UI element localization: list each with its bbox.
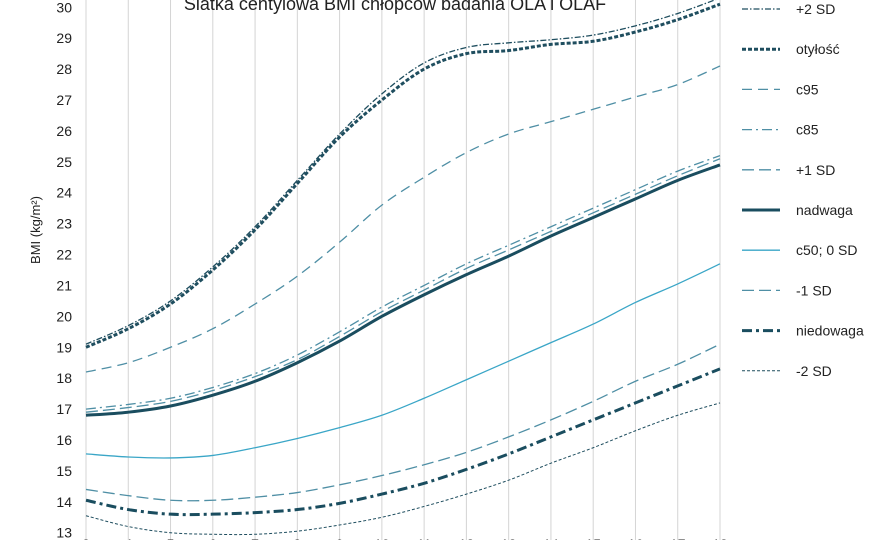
series-line--1-sd (85, 158, 721, 413)
y-tick-label: 25 (56, 154, 72, 170)
series-line--2-sd (85, 402, 721, 536)
vertical-gridlines (85, 0, 721, 540)
y-tick-label: 29 (56, 30, 72, 46)
y-tick-label: 18 (56, 370, 72, 386)
y-tick-label: 22 (56, 247, 72, 263)
legend-label: +2 SD (796, 1, 835, 17)
x-tick-label: 10 (374, 536, 390, 540)
y-tick-label: 21 (56, 277, 72, 293)
x-tick-label: 18 (712, 536, 728, 540)
series-lines (85, 0, 721, 536)
x-tick-label: 8 (293, 536, 301, 540)
y-tick-label: 27 (56, 92, 72, 108)
x-tick-label: 17 (670, 536, 686, 540)
legend-label: nadwaga (796, 202, 853, 218)
series-line--2-sd (85, 0, 717, 345)
x-tick-label: 7 (251, 536, 259, 540)
series-line-c85 (85, 155, 721, 410)
x-tick-label: 6 (209, 536, 217, 540)
y-tick-label: 20 (56, 308, 72, 324)
series-line-nadwaga (85, 163, 721, 417)
legend-label: c50; 0 SD (796, 242, 857, 258)
x-tick-label: 13 (501, 536, 517, 540)
x-tick-label: 12 (459, 536, 475, 540)
y-tick-label: 24 (56, 185, 72, 201)
series-line-c50-0-sd (85, 263, 721, 459)
y-tick-label: 17 (56, 401, 72, 417)
x-axis-ticks: 3 4 5 6 7 8 9 10 11 12 13 14 15 16 17 18 (82, 536, 728, 540)
x-tick-label: 15 (585, 536, 601, 540)
legend-label: otyłość (796, 41, 840, 57)
legend-label: niedowaga (796, 323, 864, 339)
y-tick-label: 23 (56, 216, 72, 232)
x-tick-label: 5 (167, 536, 175, 540)
y-tick-label: 28 (56, 61, 72, 77)
legend-label: c85 (796, 122, 819, 138)
legend: +2 SD otyłość c95 c85 +1 SD nadwaga c50; 0 SD -… (742, 1, 864, 379)
legend-label: -1 SD (796, 282, 832, 298)
legend-label: c95 (796, 81, 819, 97)
x-tick-label: 3 (82, 536, 90, 540)
y-tick-label: 19 (56, 339, 72, 355)
chart-title: Siatka centylowa BMI chłopców badania OL… (184, 0, 606, 14)
x-tick-label: 11 (417, 536, 432, 540)
x-tick-label: 4 (124, 536, 132, 540)
x-tick-label: 9 (336, 536, 344, 540)
y-tick-label: 13 (56, 525, 72, 540)
y-axis-label: BMI (kg/m²) (28, 196, 43, 264)
series-line-oty-o- (85, 2, 721, 349)
y-tick-label: 16 (56, 432, 72, 448)
y-axis-ticks: 13 14 15 16 17 18 19 20 21 22 23 24 25 26 27 28 29 30 (56, 0, 72, 540)
series-line-niedowaga (85, 367, 721, 517)
series-line--1-sd (85, 343, 721, 502)
legend-label: -2 SD (796, 363, 832, 379)
y-tick-label: 26 (56, 123, 72, 139)
y-tick-label: 15 (56, 463, 72, 479)
series-line-c95 (85, 65, 721, 373)
y-tick-label: 30 (56, 0, 72, 15)
x-tick-label: 14 (543, 536, 559, 540)
y-tick-label: 14 (56, 494, 72, 510)
legend-label: +1 SD (796, 162, 835, 178)
x-tick-label: 16 (628, 536, 644, 540)
